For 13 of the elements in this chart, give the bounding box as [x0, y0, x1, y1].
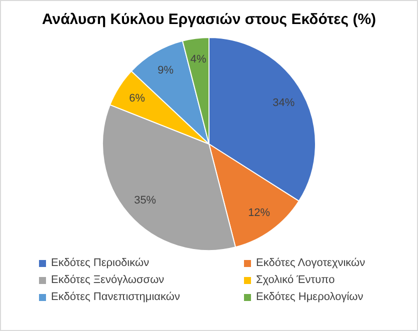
data-label: 34% — [272, 96, 295, 109]
chart-title: Ανάλυση Κύκλου Εργασιών στους Εκδότες (%) — [42, 11, 376, 28]
legend-label: Εκδότες Λογοτεχνικών — [255, 257, 366, 269]
legend-label: Εκδότες Περιοδικών — [50, 257, 150, 269]
legend-label: Εκδότες Πανεπιστημιακών — [50, 291, 181, 303]
legend-label: Εκδότες Ξενόγλωσσων — [50, 274, 166, 286]
data-label: 4% — [190, 54, 206, 66]
data-label: 9% — [158, 64, 174, 77]
data-label: 6% — [129, 92, 146, 104]
data-label: 12% — [248, 206, 270, 219]
legend-label: Σχολικό Έντυπο — [255, 274, 336, 286]
data-label: 35% — [134, 194, 156, 206]
legend-label: Εκδότες Ημερολογίων — [255, 291, 364, 303]
